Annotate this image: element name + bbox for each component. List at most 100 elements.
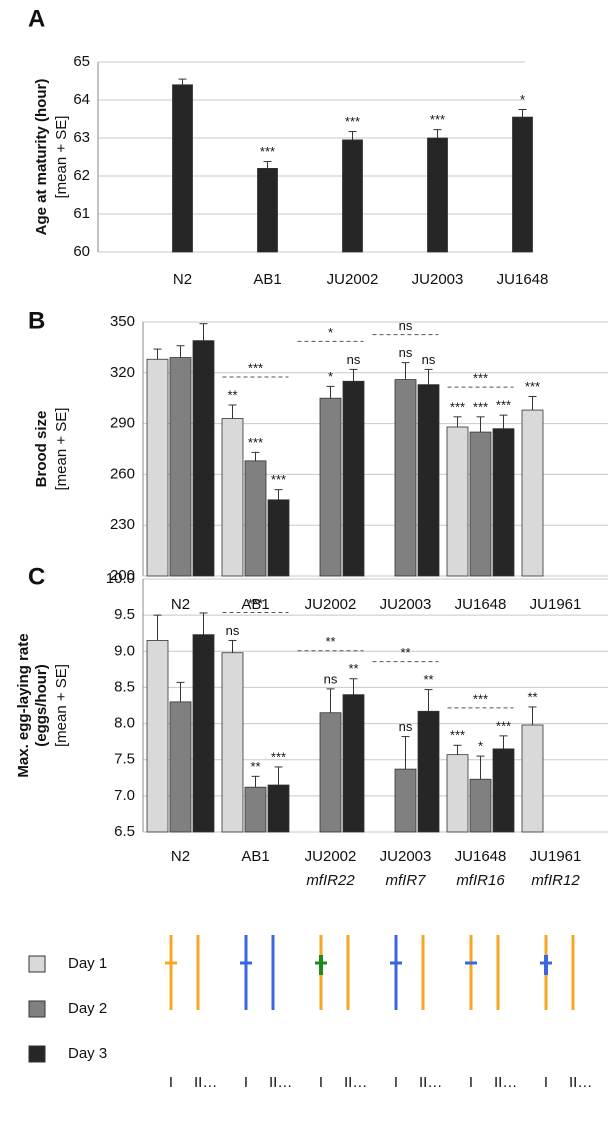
bar [417, 710, 440, 833]
chromosome-label: II… [344, 1074, 367, 1091]
bar [492, 748, 515, 833]
y-axis-label: (eggs/hour) [33, 664, 50, 747]
significance-label: ns [399, 345, 413, 360]
y-tick-label: 350 [110, 313, 135, 330]
y-tick-label: 61 [73, 205, 90, 222]
group-significance-label: ** [325, 634, 335, 649]
x-tick-label: JU1961 [530, 596, 582, 613]
significance-label: ** [250, 759, 260, 774]
significance-label: ** [423, 672, 433, 687]
chromosome-label: II… [419, 1074, 442, 1091]
significance-label: * [520, 92, 525, 107]
group-significance-label: *** [248, 596, 263, 611]
bar [521, 409, 544, 577]
significance-label: *** [430, 112, 445, 127]
y-tick-label: 7.0 [114, 787, 135, 804]
significance-label: ns [226, 623, 240, 638]
chromosome-label: I [544, 1074, 548, 1091]
x-tick-label: AB1 [253, 271, 281, 288]
significance-label: *** [271, 472, 286, 487]
legend-label: Day 2 [68, 1000, 107, 1017]
y-tick-label: 64 [73, 91, 90, 108]
significance-label: ** [527, 689, 537, 704]
bar [192, 634, 215, 833]
bar [394, 768, 417, 833]
bar [169, 357, 192, 577]
significance-label: *** [345, 114, 360, 129]
y-tick-label: 60 [73, 243, 90, 260]
y-tick-label: 65 [73, 53, 90, 70]
bar [469, 431, 492, 577]
bar [172, 84, 193, 253]
x-tick-label: JU2003 [412, 271, 464, 288]
x-tick-label: JU1648 [455, 596, 507, 613]
x-tick-label: JU1961 [530, 848, 582, 865]
chromosome-label: I [169, 1074, 173, 1091]
panel-letter: C [28, 563, 45, 590]
significance-label: ** [227, 387, 237, 402]
y-tick-label: 8.5 [114, 678, 135, 695]
legend-swatch [28, 1045, 46, 1063]
bar [146, 640, 169, 833]
y-tick-label: 6.5 [114, 823, 135, 840]
y-tick-label: 290 [110, 415, 135, 432]
significance-label: *** [260, 144, 275, 159]
y-axis-label: Brood size [33, 411, 50, 488]
bar [257, 167, 278, 253]
significance-label: *** [496, 398, 511, 413]
chromosome-label: II… [194, 1074, 217, 1091]
panel-letter: B [28, 307, 45, 334]
x-tick-label: N2 [173, 271, 192, 288]
bar [169, 701, 192, 833]
x-tick-label: JU2003 [380, 848, 432, 865]
x-tick-label: AB1 [241, 596, 269, 613]
bar [342, 694, 365, 833]
chromosome-label: II… [569, 1074, 592, 1091]
y-tick-label: 200 [110, 567, 135, 584]
y-axis-label: Age at maturity (hour) [33, 79, 50, 236]
bar [319, 712, 342, 833]
y-axis-label: Max. egg-laying rate [15, 633, 32, 777]
significance-label: *** [271, 749, 286, 764]
significance-label: ns [347, 352, 361, 367]
x-tick-label: N2 [171, 848, 190, 865]
significance-label: *** [450, 399, 465, 414]
bar [146, 358, 169, 577]
group-significance-label: ** [400, 645, 410, 660]
significance-label: ** [348, 661, 358, 676]
x-tick-label: JU1648 [497, 271, 549, 288]
significance-label: ns [324, 671, 338, 686]
significance-label: *** [525, 379, 540, 394]
y-tick-label: 230 [110, 516, 135, 533]
x-tick-label: JU2002 [327, 271, 379, 288]
bar [221, 652, 244, 833]
bar [244, 786, 267, 833]
chromosome-label: I [469, 1074, 473, 1091]
x-tick-label: JU2002 [305, 848, 357, 865]
bar [446, 754, 469, 833]
legend-label: Day 3 [68, 1045, 107, 1062]
legend-swatch [28, 955, 46, 973]
significance-label: * [328, 369, 333, 384]
chromosome-label: II… [494, 1074, 517, 1091]
x-sub-label: mfIR16 [456, 872, 505, 889]
bar [221, 418, 244, 577]
chromosome-label: I [394, 1074, 398, 1091]
group-significance-label: *** [248, 360, 263, 375]
x-sub-label: mfIR7 [385, 872, 426, 889]
bar [446, 426, 469, 577]
y-tick-label: 10.0 [106, 570, 135, 587]
y-tick-label: 62 [73, 167, 90, 184]
y-axis-note: [mean + SE] [53, 408, 70, 491]
bar [342, 139, 363, 253]
y-axis-note: [mean + SE] [53, 664, 70, 747]
legend-swatch [28, 1000, 46, 1018]
bar [192, 340, 215, 577]
chromosome-label: I [319, 1074, 323, 1091]
significance-label: ns [399, 719, 413, 734]
y-tick-label: 8.0 [114, 715, 135, 732]
x-tick-label: N2 [171, 596, 190, 613]
chromosome-label: I [244, 1074, 248, 1091]
bar [394, 379, 417, 577]
